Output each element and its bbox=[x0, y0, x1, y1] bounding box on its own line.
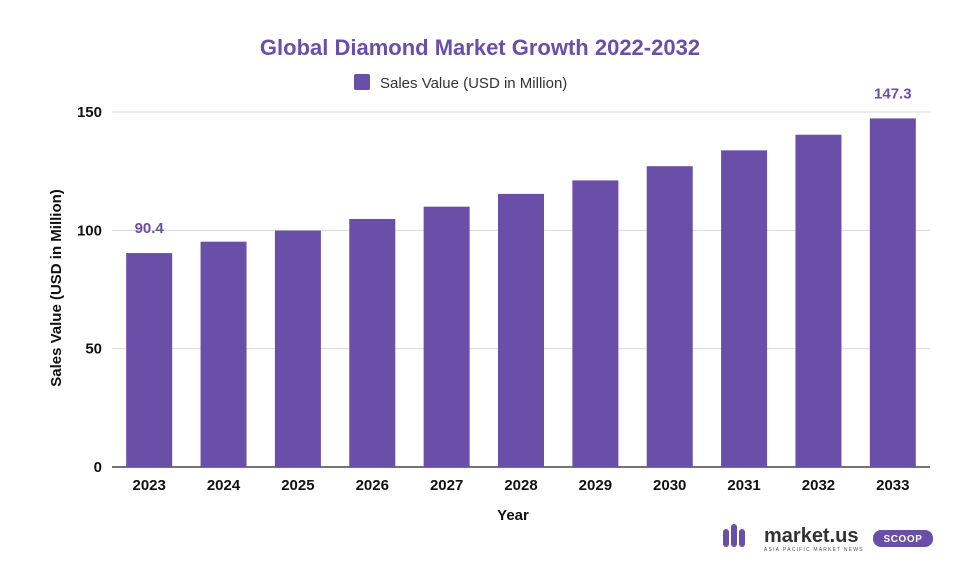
bar-2033[interactable] bbox=[869, 118, 916, 467]
y-tick-label: 50 bbox=[85, 341, 102, 358]
y-axis-ticks: 0 50 100 150 bbox=[77, 104, 102, 476]
bar-2032[interactable] bbox=[795, 134, 842, 467]
x-tick-label: 2031 bbox=[727, 477, 760, 494]
bar-2026[interactable] bbox=[349, 218, 396, 467]
x-tick-label: 2029 bbox=[579, 477, 612, 494]
scoop-badge-label: SCOOP bbox=[883, 534, 922, 545]
brand-name: market.us bbox=[764, 525, 859, 547]
data-label-2033: 147.3 bbox=[874, 85, 912, 102]
x-tick-label: 2024 bbox=[207, 477, 241, 494]
bar-2029[interactable] bbox=[572, 180, 619, 467]
x-tick-label: 2032 bbox=[802, 477, 835, 494]
brand-tagline: ASIA·PACIFIC MARKET NEWS bbox=[764, 547, 864, 553]
bar-2023[interactable] bbox=[126, 253, 173, 467]
x-tick-label: 2025 bbox=[281, 477, 314, 494]
x-axis-ticks: 2023 2024 2025 2026 2027 2028 2029 2030 2031 2032… bbox=[132, 477, 909, 494]
x-tick-label: 2026 bbox=[356, 477, 389, 494]
x-tick-label: 2023 bbox=[132, 477, 165, 494]
bar-2030[interactable] bbox=[646, 166, 693, 468]
x-tick-label: 2033 bbox=[876, 477, 909, 494]
chart-title: Global Diamond Market Growth 2022-2032 bbox=[260, 35, 700, 60]
x-tick-label: 2028 bbox=[504, 477, 537, 494]
scoop-badge-bg bbox=[873, 530, 933, 547]
bar-2028[interactable] bbox=[498, 193, 544, 468]
y-axis-title: Sales Value (USD in Million) bbox=[48, 189, 65, 387]
data-label-2023: 90.4 bbox=[135, 220, 165, 237]
market-us-logo-icon bbox=[723, 524, 745, 547]
y-tick-label: 150 bbox=[77, 104, 102, 121]
bar-2024[interactable] bbox=[200, 241, 247, 467]
legend-label: Sales Value (USD in Million) bbox=[380, 75, 567, 92]
bar-2031[interactable] bbox=[721, 150, 768, 467]
data-labels: 90.4 147.3 bbox=[135, 85, 912, 237]
legend-swatch bbox=[354, 74, 370, 90]
legend[interactable]: Sales Value (USD in Million) bbox=[354, 74, 567, 92]
bar-2025[interactable] bbox=[274, 230, 321, 467]
x-tick-label: 2030 bbox=[653, 477, 686, 494]
y-tick-label: 0 bbox=[94, 459, 102, 476]
bars bbox=[126, 118, 916, 468]
y-tick-label: 100 bbox=[77, 222, 102, 239]
bar-2027[interactable] bbox=[423, 206, 470, 467]
x-axis-title: Year bbox=[497, 507, 529, 524]
scoop-badge: SCOOP bbox=[873, 530, 933, 547]
x-tick-label: 2027 bbox=[430, 477, 463, 494]
market-us-logo: market.us ASIA·PACIFIC MARKET NEWS SCOOP bbox=[723, 524, 933, 553]
